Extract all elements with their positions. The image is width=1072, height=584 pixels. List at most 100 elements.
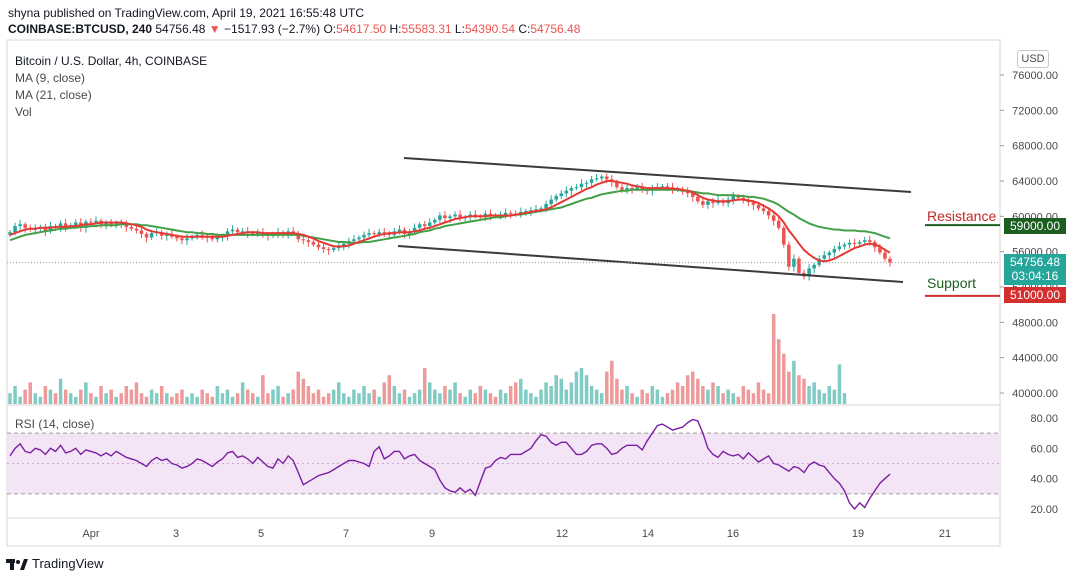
volume-bar [721, 393, 725, 404]
volume-bar [114, 396, 118, 404]
price-pane[interactable] [6, 39, 1001, 406]
candle-body [756, 204, 761, 209]
close-value: 54756.48 [530, 22, 581, 36]
candle-body [311, 241, 316, 245]
volume-bar [584, 375, 589, 404]
close-label: C: [518, 22, 531, 36]
volume-bar [185, 396, 189, 404]
candle-body [422, 224, 427, 227]
price-tick-label: 48000.00 [1012, 317, 1058, 329]
volume-bar [129, 389, 134, 404]
volume-bar [13, 386, 17, 404]
volume-bar [807, 386, 811, 404]
legend-rsi[interactable]: RSI (14, close) [15, 417, 95, 431]
candle-body [782, 227, 786, 245]
volume-bar [200, 389, 204, 404]
volume-bar [104, 393, 108, 404]
volume-bar [316, 389, 321, 404]
legend-ma9[interactable]: MA (9, close) [15, 71, 86, 85]
candle-body [321, 247, 326, 250]
volume-bar [38, 396, 43, 404]
volume-bar [554, 375, 558, 404]
open-label: O: [323, 22, 337, 36]
candle-body [842, 244, 847, 247]
candle-body [837, 246, 842, 250]
candle-body [357, 237, 361, 240]
tradingview-logo[interactable]: TradingView [6, 556, 104, 571]
candle-body [448, 216, 452, 219]
volume-bar [387, 375, 392, 404]
price-tick-label: 72000.00 [1012, 105, 1058, 117]
volume-bar [503, 393, 508, 404]
candle-body [640, 187, 644, 190]
volume-bar [144, 396, 149, 404]
currency-badge[interactable]: USD [1017, 50, 1049, 68]
candle-body [8, 232, 12, 235]
time-tick-label: Apr [82, 528, 99, 540]
volume-bar [215, 386, 220, 404]
volume-bar [827, 386, 832, 404]
ma21-line [9, 188, 891, 244]
lower-trendline [397, 245, 904, 283]
time-tick-label: 12 [556, 528, 568, 540]
candle-body [508, 212, 513, 214]
time-axis[interactable] [6, 517, 1001, 547]
rsi-tick-label: 80.00 [1030, 413, 1058, 425]
rsi-tick-label: 60.00 [1030, 443, 1058, 455]
volume-bar [154, 393, 159, 404]
volume-bar [134, 382, 139, 404]
volume-bar [599, 393, 604, 404]
candle-body [559, 193, 564, 197]
volume-bar [84, 382, 88, 404]
candle-body [63, 223, 68, 227]
volume-bar [8, 393, 12, 404]
volume-bar [109, 389, 113, 404]
low-label: L: [454, 22, 465, 36]
volume-bar [458, 393, 462, 404]
volume-bar [463, 396, 467, 404]
volume-bar [281, 396, 285, 404]
candle-body [620, 187, 624, 190]
volume-bar [291, 389, 295, 404]
candle-body [23, 224, 27, 228]
volume-bar [266, 393, 270, 404]
legend-vol[interactable]: Vol [15, 105, 32, 119]
volume-bar [149, 389, 154, 404]
candle-body [630, 188, 634, 190]
candle-body [883, 252, 887, 259]
candle-body [114, 222, 118, 226]
volume-bar [402, 389, 407, 404]
volume-bar [276, 386, 280, 404]
volume-bar [751, 393, 756, 404]
volume-bar [741, 386, 746, 404]
candle-body [18, 224, 22, 227]
candle-body [807, 268, 811, 277]
candle-body [605, 176, 609, 180]
candle-body [104, 223, 108, 225]
candle-body [428, 222, 432, 227]
volume-bar [225, 389, 230, 404]
candle-body [599, 176, 604, 179]
price-tick-label: 40000.00 [1012, 388, 1058, 400]
ohlc-header: COINBASE:BTCUSD, 240 54756.48 ▼ −1517.93… [8, 22, 580, 36]
volume-bar [837, 364, 842, 404]
candle-body [397, 229, 402, 232]
volume-bar [296, 371, 301, 404]
volume-bar [524, 389, 528, 404]
volume-bar [650, 386, 655, 404]
legend-ma21[interactable]: MA (21, close) [15, 88, 92, 102]
support-label: Support [927, 275, 977, 291]
volume-bar [696, 378, 700, 404]
volume-bar [569, 382, 574, 404]
volume-bar [417, 389, 422, 404]
volume-bar [407, 396, 412, 404]
candle-body [433, 219, 437, 223]
volume-bar [195, 396, 199, 404]
tradingview-logo-icon [6, 558, 28, 570]
candle-body [240, 231, 245, 233]
candle-body [832, 249, 837, 253]
volume-bar [377, 396, 381, 404]
time-tick-label: 16 [727, 528, 739, 540]
candle-body [438, 215, 442, 220]
